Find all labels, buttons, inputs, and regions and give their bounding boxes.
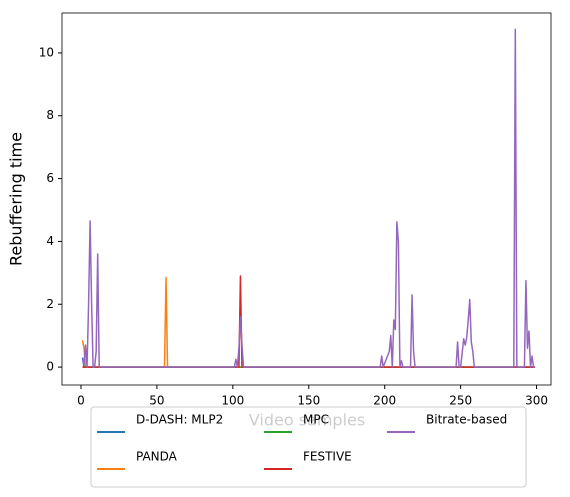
series-line — [81, 28, 536, 368]
legend-box — [90, 406, 527, 488]
x-tick-label: 50 — [149, 394, 164, 408]
x-tick-label: 200 — [373, 394, 396, 408]
series-line — [81, 276, 536, 368]
x-tick-label: 100 — [221, 394, 244, 408]
y-tick-label: 6 — [46, 171, 54, 185]
legend-label: PANDA — [136, 450, 178, 464]
y-tick-label: 10 — [39, 45, 54, 59]
series-line — [82, 275, 536, 368]
x-tick-label: 150 — [297, 394, 320, 408]
legend-label: MPC — [303, 413, 329, 427]
y-tick-label: 4 — [46, 234, 54, 248]
x-tick-label: 250 — [449, 394, 472, 408]
x-tick-label: 0 — [77, 394, 85, 408]
legend-label: FESTIVE — [303, 450, 352, 464]
y-tick-label: 8 — [46, 108, 54, 122]
y-tick-label: 0 — [46, 360, 54, 374]
x-tick-label: 300 — [525, 394, 548, 408]
series-line — [81, 357, 536, 368]
y-axis-label: Rebuffering time — [7, 132, 26, 266]
y-tick-label: 2 — [46, 297, 54, 311]
plot-frame — [61, 12, 552, 386]
legend-label: D-DASH: MLP2 — [136, 413, 223, 427]
legend-label: Bitrate-based — [426, 413, 507, 427]
